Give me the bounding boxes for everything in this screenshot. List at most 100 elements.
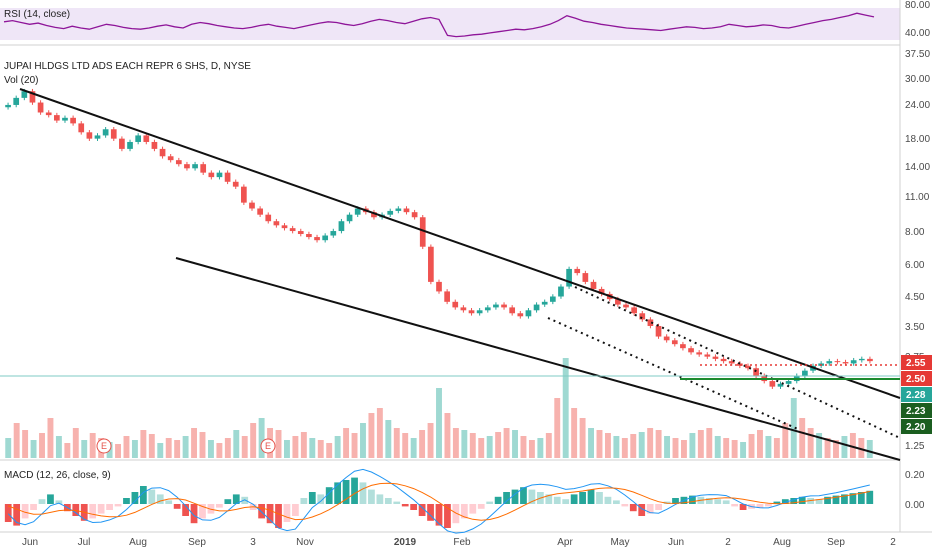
candle-body bbox=[192, 164, 198, 169]
candle-body bbox=[70, 117, 76, 124]
price-axis[interactable]: 80.00 40.00 37.50 30.00 24.00 18.00 14.0… bbox=[905, 0, 930, 511]
volume-bar bbox=[638, 432, 645, 458]
price-tag-resistance-2[interactable]: 2.50 bbox=[901, 371, 932, 386]
candle-body bbox=[639, 313, 646, 320]
candle-body bbox=[37, 102, 44, 113]
time-tick-label: 2 bbox=[725, 537, 731, 548]
price-tick-label: 8.00 bbox=[905, 227, 925, 238]
macd-bar bbox=[604, 496, 612, 504]
macd-bar bbox=[689, 495, 696, 504]
volume-bar bbox=[64, 443, 71, 458]
volume-bar bbox=[723, 438, 730, 458]
macd-bar bbox=[55, 500, 63, 504]
price-tag-label: 2.50 bbox=[906, 374, 926, 385]
candle-body bbox=[306, 234, 312, 238]
candle-body bbox=[135, 135, 142, 142]
volume-bar bbox=[131, 440, 138, 458]
channel-lower-dotted[interactable] bbox=[547, 317, 801, 431]
volume-bar bbox=[199, 432, 206, 458]
price-tag-last[interactable]: 2.28 bbox=[901, 387, 932, 402]
volume-bar bbox=[537, 438, 544, 458]
volume-bar bbox=[309, 438, 316, 458]
time-axis[interactable]: Jun Jul Aug Sep 3 Nov 2019 Feb Apr May Jun 2 Aug Sep 2 bbox=[22, 537, 896, 548]
candle-body bbox=[615, 299, 621, 305]
upper-trendline[interactable] bbox=[19, 88, 901, 399]
candle-body bbox=[493, 304, 499, 308]
volume-bar bbox=[562, 358, 569, 458]
macd-bar bbox=[258, 504, 265, 519]
candle-body bbox=[249, 202, 255, 209]
candle-body bbox=[265, 214, 272, 222]
macd-tick-label: 0.20 bbox=[905, 470, 925, 481]
price-tick-label: 1.25 bbox=[905, 441, 925, 452]
macd-bar bbox=[156, 494, 164, 504]
candle-body bbox=[289, 228, 296, 232]
macd-bar bbox=[89, 504, 97, 519]
price-tick-label: 3.50 bbox=[905, 322, 925, 333]
price-tick-label: 14.00 bbox=[905, 162, 930, 173]
volume-bar bbox=[807, 428, 814, 458]
macd-bar bbox=[351, 477, 358, 504]
macd-bar bbox=[781, 499, 789, 504]
volume-bar bbox=[427, 423, 434, 458]
volume-bar bbox=[410, 438, 417, 458]
candle-body bbox=[216, 172, 223, 178]
earnings-marker[interactable]: E bbox=[96, 438, 112, 454]
candle-body bbox=[346, 214, 353, 222]
candle-body bbox=[297, 231, 304, 235]
macd-bar bbox=[638, 504, 646, 516]
volume-bar bbox=[55, 436, 62, 458]
candle-body bbox=[411, 212, 418, 218]
price-tag-support-2[interactable]: 2.20 bbox=[901, 419, 932, 434]
time-tick-label: Feb bbox=[453, 537, 471, 548]
candle-body bbox=[322, 235, 329, 241]
volume-bar bbox=[250, 423, 257, 458]
candle-body bbox=[151, 141, 158, 149]
earnings-marker[interactable]: E bbox=[260, 438, 276, 454]
macd-bar bbox=[731, 504, 739, 507]
macd-bar bbox=[292, 504, 299, 516]
volume-bar bbox=[334, 436, 341, 458]
candle-body bbox=[858, 358, 865, 361]
volume-bar bbox=[30, 440, 37, 458]
candle-body bbox=[273, 221, 280, 226]
macd-title: MACD (12, 26, close, 9) bbox=[4, 470, 111, 481]
candle-body bbox=[623, 304, 629, 308]
rsi-line bbox=[3, 12, 875, 38]
macd-bar bbox=[579, 492, 586, 504]
price-tag-resistance[interactable]: 2.55 bbox=[901, 355, 932, 370]
volume-bar bbox=[72, 428, 79, 458]
volume-bar bbox=[545, 433, 552, 458]
candle-body bbox=[387, 210, 394, 215]
candle-body bbox=[476, 310, 483, 314]
candle-body bbox=[517, 313, 524, 317]
macd-bar bbox=[646, 504, 654, 514]
volume-bar bbox=[157, 443, 164, 458]
candle-body bbox=[257, 208, 263, 215]
volume-bar bbox=[360, 423, 366, 458]
macd-bar bbox=[384, 498, 392, 504]
lower-trendline[interactable] bbox=[175, 257, 901, 461]
volume-bar bbox=[706, 428, 713, 458]
price-tag-support[interactable]: 2.23 bbox=[901, 403, 932, 418]
macd-bar bbox=[38, 499, 46, 504]
volume-bar bbox=[579, 418, 586, 458]
macd-bar bbox=[798, 496, 806, 504]
candle-body bbox=[86, 132, 93, 139]
candle-body bbox=[802, 370, 808, 376]
macd-bar bbox=[857, 492, 865, 504]
candle-body bbox=[850, 360, 857, 364]
macd-bar bbox=[528, 489, 536, 504]
macd-bar bbox=[334, 482, 342, 504]
volume-bar bbox=[630, 434, 637, 458]
volume-bar bbox=[503, 428, 510, 458]
macd-bar bbox=[739, 504, 747, 510]
earnings-marker-label: E bbox=[265, 441, 271, 451]
price-tick-label: 24.00 bbox=[905, 100, 930, 111]
time-tick-label: Nov bbox=[296, 537, 314, 548]
price-tag-label: 2.55 bbox=[906, 358, 926, 369]
macd-bar bbox=[655, 504, 662, 510]
volume-bar bbox=[123, 436, 130, 458]
volume-bar bbox=[816, 433, 823, 458]
